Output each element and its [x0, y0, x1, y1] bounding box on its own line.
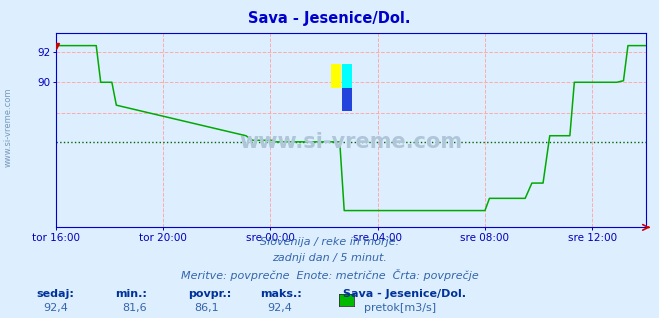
Text: Slovenija / reke in morje.: Slovenija / reke in morje.	[260, 237, 399, 247]
Text: 92,4: 92,4	[43, 303, 68, 313]
Text: min.:: min.:	[115, 289, 147, 299]
Text: maks.:: maks.:	[260, 289, 302, 299]
Text: povpr.:: povpr.:	[188, 289, 231, 299]
Text: Meritve: povprečne  Enote: metrične  Črta: povprečje: Meritve: povprečne Enote: metrične Črta:…	[181, 269, 478, 281]
Text: 86,1: 86,1	[194, 303, 219, 313]
FancyBboxPatch shape	[342, 64, 352, 88]
FancyBboxPatch shape	[331, 64, 341, 88]
Text: Sava - Jesenice/Dol.: Sava - Jesenice/Dol.	[248, 11, 411, 26]
Text: zadnji dan / 5 minut.: zadnji dan / 5 minut.	[272, 253, 387, 263]
Text: Sava - Jesenice/Dol.: Sava - Jesenice/Dol.	[343, 289, 466, 299]
Text: www.si-vreme.com: www.si-vreme.com	[4, 87, 13, 167]
FancyBboxPatch shape	[342, 88, 352, 111]
Text: pretok[m3/s]: pretok[m3/s]	[364, 303, 436, 313]
Text: sedaj:: sedaj:	[36, 289, 74, 299]
Text: 81,6: 81,6	[122, 303, 146, 313]
Text: 92,4: 92,4	[267, 303, 292, 313]
Text: www.si-vreme.com: www.si-vreme.com	[239, 132, 463, 152]
